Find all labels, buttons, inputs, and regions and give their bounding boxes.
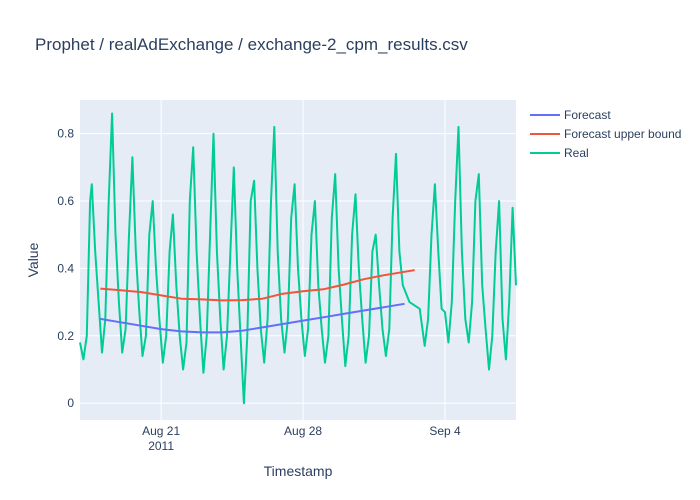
series-line-forecast-upper-bound	[100, 269, 415, 302]
y-tick-label: 0.4	[57, 261, 74, 275]
chart-title: Prophet / realAdExchange / exchange-2_cp…	[35, 35, 468, 54]
y-axis: 0 0.2 0.4 0.6 0.8	[57, 127, 74, 410]
x-tick-sublabel: 2011	[148, 439, 174, 453]
series-line-real	[79, 112, 517, 405]
x-tick-label: Sep 4	[429, 424, 461, 438]
y-tick-label: 0.6	[57, 194, 74, 208]
y-tick-label: 0.2	[57, 329, 74, 343]
y-tick-label: 0	[67, 396, 74, 410]
y-axis-title: Value	[25, 242, 41, 277]
x-tick-label: Aug 28	[284, 424, 322, 438]
legend-label-forecast-upper-bound[interactable]: Forecast upper bound	[564, 127, 681, 141]
x-axis-title: Timestamp	[264, 463, 333, 479]
series-line-forecast	[100, 302, 405, 334]
legend-label-forecast[interactable]: Forecast	[564, 108, 611, 122]
legend-label-real[interactable]: Real	[564, 146, 589, 160]
series-layer	[79, 112, 517, 405]
x-tick-label: Aug 21	[142, 424, 180, 438]
y-tick-label: 0.8	[57, 127, 74, 141]
legend: Forecast Forecast upper bound Real	[530, 108, 681, 160]
